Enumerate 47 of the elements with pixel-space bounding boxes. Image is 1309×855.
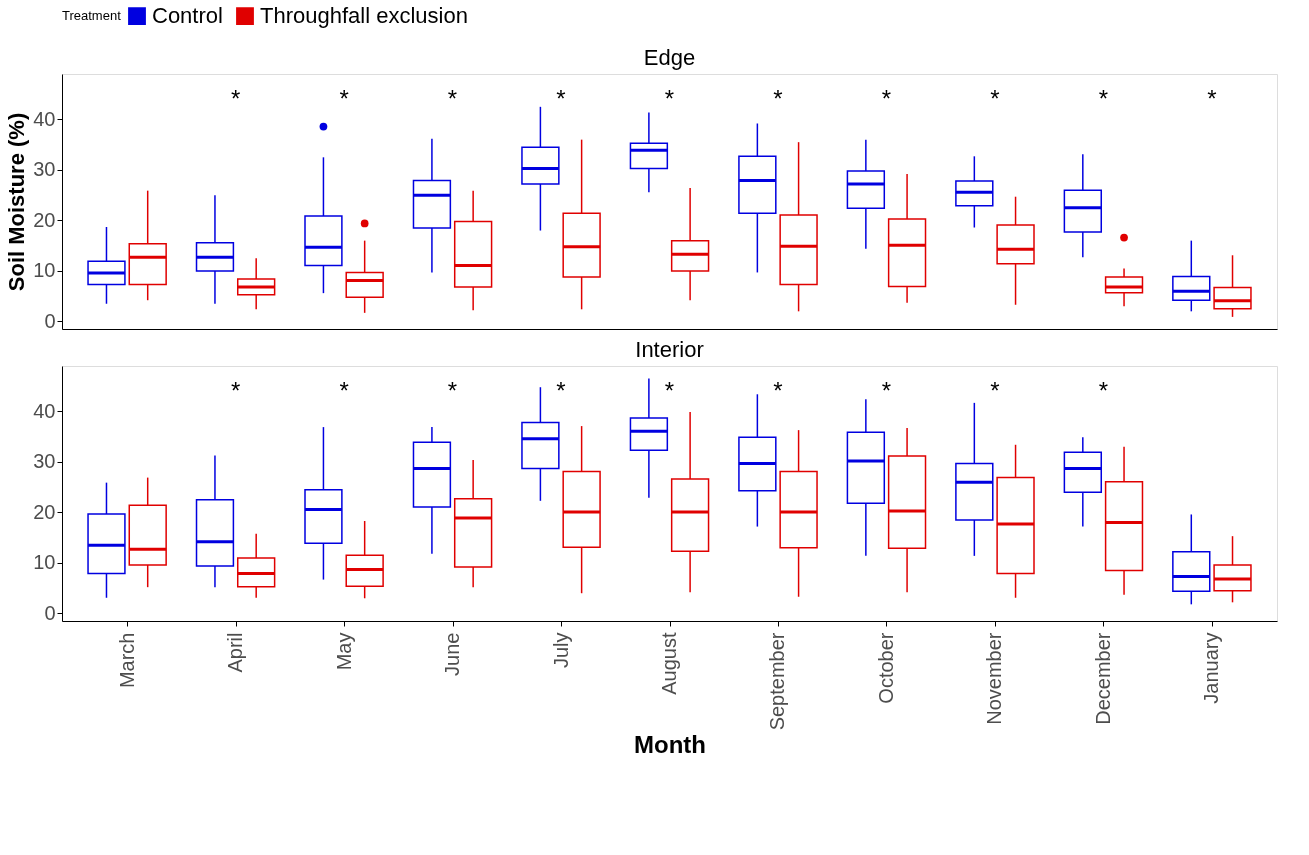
chart-title: Interior <box>635 337 704 362</box>
y-tick-label: 0 <box>44 601 56 624</box>
annotation: * <box>990 85 1000 112</box>
y-tick-label: 0 <box>44 309 56 332</box>
annotation: * <box>339 377 349 404</box>
annotation: * <box>1098 377 1109 404</box>
annotation: * <box>881 85 892 112</box>
y-tick-label: 20 <box>33 208 56 231</box>
annotation: * <box>339 85 349 112</box>
x-tick-label: May <box>332 632 355 671</box>
x-tick-label: November <box>983 632 1006 725</box>
x-tick-label: March <box>115 632 138 689</box>
x-tick-label: December <box>1091 632 1114 725</box>
legend-label: Throughfall exclusion <box>260 3 468 29</box>
annotation: * <box>990 377 1000 404</box>
y-tick-label: 30 <box>33 158 56 181</box>
y-tick-label: 20 <box>33 500 56 523</box>
annotation: * <box>1207 85 1217 112</box>
annotation: * <box>447 377 458 404</box>
y-tick-label: 10 <box>33 259 56 282</box>
x-tick-label: January <box>1200 632 1223 704</box>
x-tick-label: October <box>874 632 897 704</box>
x-tick-label: September <box>766 632 789 731</box>
y-tick-label: 10 <box>33 551 56 574</box>
y-tick-label: 40 <box>33 107 56 130</box>
x-tick-label: August <box>658 632 680 695</box>
annotation: * <box>230 377 241 404</box>
annotation: * <box>230 85 241 112</box>
x-tick-label: July <box>549 632 572 669</box>
legend-title: Treatment <box>62 8 122 23</box>
annotation: * <box>664 377 675 404</box>
y-tick-label: 40 <box>33 399 56 422</box>
annotation: * <box>881 377 892 404</box>
x-tick-label: April <box>224 632 247 673</box>
annotation: * <box>773 85 783 112</box>
annotation: * <box>447 85 458 112</box>
y-tick-label: 30 <box>33 450 56 473</box>
x-axis-title: Month <box>634 731 706 759</box>
annotation: * <box>773 377 783 404</box>
annotation: * <box>556 85 566 112</box>
annotation: * <box>664 85 675 112</box>
x-tick-label: June <box>441 632 464 676</box>
chart-title: Edge <box>643 45 696 70</box>
annotation: * <box>1098 85 1109 112</box>
legend-label: Control <box>152 3 223 29</box>
annotation: * <box>556 377 566 404</box>
y-axis-title: Soil Moisture (%) <box>4 112 30 292</box>
